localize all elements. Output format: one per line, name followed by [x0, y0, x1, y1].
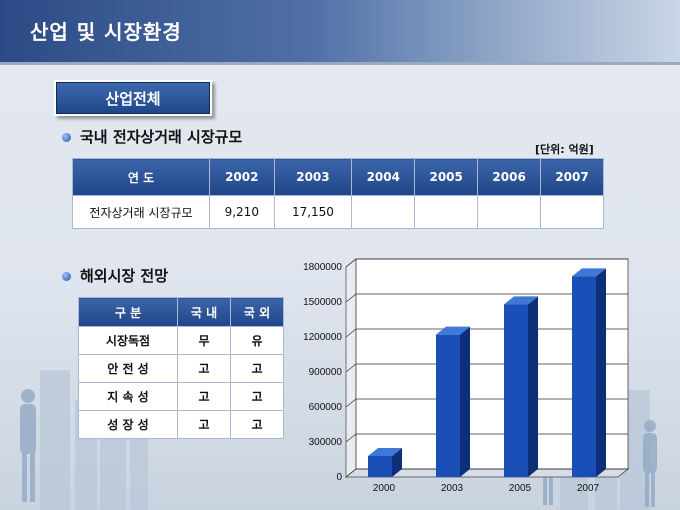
value-cell [351, 195, 416, 229]
table-row: 시장독점 무 유 [78, 326, 284, 355]
x-tick-label: 2007 [577, 483, 600, 494]
domestic-cell: 고 [177, 410, 231, 439]
value-cell [540, 195, 604, 229]
bar-side [528, 296, 538, 477]
value-cell: 17,150 [273, 195, 353, 229]
foreign-cell: 고 [230, 354, 284, 383]
year-cell: 2006 [477, 158, 542, 196]
year-cell: 2005 [414, 158, 479, 196]
bar-side [596, 268, 606, 477]
table-row: 전자상거래 시장규모 9,210 17,150 [72, 195, 604, 229]
value-cell: 9,210 [209, 195, 275, 229]
y-tick-label: 1500000 [303, 297, 342, 308]
y-tick-label: 300000 [309, 437, 343, 448]
row-label-cell: 성 장 성 [78, 410, 178, 439]
domestic-cell: 고 [177, 382, 231, 411]
overseas-market-heading: 해외시장 전망 [80, 267, 169, 285]
header-cell: 구 분 [78, 297, 178, 327]
table-row: 지 속 성 고 고 [78, 382, 284, 411]
y-tick-label: 900000 [309, 367, 343, 378]
domestic-market-heading: 국내 전자상거래 시장규모 [80, 128, 243, 146]
year-header-cell: 연 도 [72, 158, 210, 196]
bar-top [436, 326, 470, 335]
bar [504, 304, 528, 477]
overseas-market-table: 구 분 국 내 국 외 시장독점 무 유 안 전 성 고 고 지 속 성 고 고… [78, 297, 284, 439]
year-cell: 2002 [209, 158, 275, 196]
y-tick-label: 600000 [309, 402, 343, 413]
table-row: 안 전 성 고 고 [78, 354, 284, 383]
x-tick-label: 2005 [509, 483, 532, 494]
year-cell: 2007 [540, 158, 604, 196]
x-tick-label: 2000 [373, 483, 396, 494]
bar-top [572, 268, 606, 277]
foreign-cell: 고 [230, 382, 284, 411]
chart-gridline [345, 258, 628, 268]
bar-top [368, 448, 402, 456]
page-title: 산업 및 시장환경 [30, 20, 182, 44]
year-cell: 2003 [273, 158, 353, 196]
table-header-row: 구 분 국 내 국 외 [78, 297, 284, 327]
title-underline [0, 62, 680, 65]
x-tick-label: 2003 [441, 483, 464, 494]
bar-top [504, 296, 538, 305]
y-tick-label: 1800000 [303, 262, 342, 273]
chart-gridline [345, 293, 628, 303]
section-button-industry[interactable]: 산업전체 [54, 80, 212, 116]
bar-side [460, 326, 470, 477]
year-cell: 2004 [351, 158, 416, 196]
row-label-cell: 안 전 성 [78, 354, 178, 383]
foreign-cell: 고 [230, 410, 284, 439]
row-label-cell: 전자상거래 시장규모 [72, 195, 210, 229]
y-tick-label: 0 [336, 472, 342, 483]
row-label-cell: 지 속 성 [78, 382, 178, 411]
row-label-cell: 시장독점 [78, 326, 178, 355]
bar-side [392, 448, 402, 477]
header-cell: 국 내 [177, 297, 231, 327]
title-bar [0, 0, 680, 62]
value-cell [477, 195, 542, 229]
bar [368, 456, 392, 477]
header-cell: 국 외 [230, 297, 284, 327]
bar [572, 276, 596, 477]
table-row: 성 장 성 고 고 [78, 410, 284, 439]
value-cell [414, 195, 479, 229]
bar [436, 334, 460, 477]
y-tick-label: 1200000 [303, 332, 342, 343]
table-header-row: 연 도 2002 2003 2004 2005 2006 2007 [72, 158, 604, 196]
bullet-icon [62, 133, 71, 142]
bullet-icon [62, 272, 71, 281]
market-bar-chart: 0 300000 600000 900000 1200000 1500000 1800000… [303, 258, 630, 494]
foreign-cell: 유 [230, 326, 284, 355]
domestic-cell: 고 [177, 354, 231, 383]
domestic-cell: 무 [177, 326, 231, 355]
domestic-market-table: 연 도 2002 2003 2004 2005 2006 2007 전자상거래 … [72, 158, 604, 229]
unit-label: [단위: 억원] [535, 143, 594, 156]
